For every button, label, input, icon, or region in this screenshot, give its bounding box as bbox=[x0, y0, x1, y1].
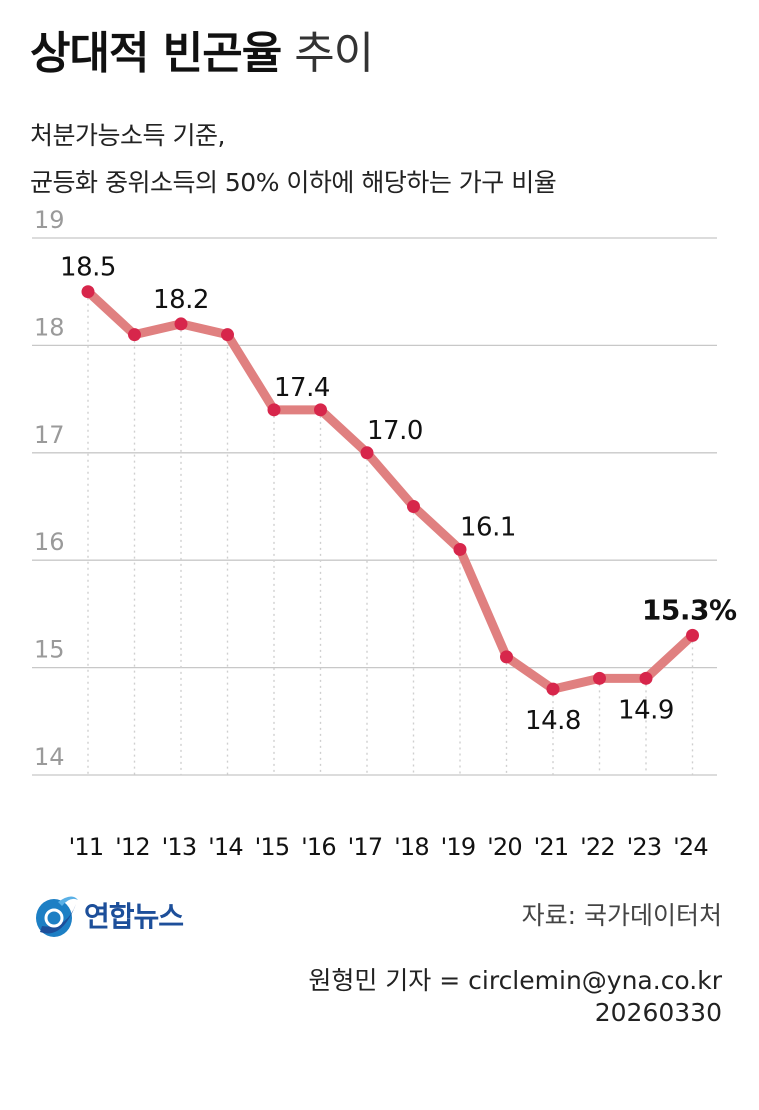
x-tick-label: '12 bbox=[115, 833, 150, 861]
data-point bbox=[128, 328, 141, 342]
data-point bbox=[639, 671, 653, 685]
x-tick-label: '22 bbox=[580, 833, 615, 861]
data-label: 16.1 bbox=[460, 512, 516, 542]
x-tick-label: '13 bbox=[162, 833, 197, 861]
data-point bbox=[360, 446, 374, 460]
data-point bbox=[314, 403, 327, 417]
y-tick-label: 18 bbox=[34, 313, 65, 341]
data-label: 17.4 bbox=[274, 373, 330, 403]
y-tick-label: 16 bbox=[34, 528, 65, 556]
title-light: 추이 bbox=[294, 28, 374, 79]
x-tick-label: '19 bbox=[441, 833, 476, 861]
x-tick-label: '18 bbox=[394, 833, 429, 861]
data-point bbox=[453, 542, 467, 556]
yonhap-logo-icon bbox=[36, 896, 78, 937]
data-label: 18.5 bbox=[60, 253, 116, 283]
line-chart: 14 15 16 17 18 19 18.5 18.2 17.4 17.0 16.1 14.8 14.9… bbox=[32, 206, 737, 861]
x-tick-label: '17 bbox=[348, 833, 383, 861]
data-point bbox=[593, 671, 606, 685]
data-point bbox=[546, 682, 560, 696]
x-tick-label: '20 bbox=[487, 833, 522, 861]
data-point bbox=[81, 285, 95, 299]
y-tick-label: 19 bbox=[34, 206, 65, 234]
subtitle-line-2: 균등화 중위소득의 50% 이하에 해당하는 가구 비율 bbox=[30, 168, 557, 197]
data-label: 14.9 bbox=[618, 695, 674, 725]
data-point bbox=[267, 403, 281, 417]
data-point bbox=[221, 328, 234, 342]
credit: 원형민 기자 = circlemin@yna.co.kr 20260330 bbox=[308, 965, 722, 1029]
x-tick-label: '16 bbox=[301, 833, 336, 861]
data-label: 17.0 bbox=[367, 416, 423, 446]
x-tick-label: '23 bbox=[627, 833, 662, 861]
data-label: 14.8 bbox=[525, 706, 581, 736]
subtitle-line-1: 처분가능소득 기준, bbox=[30, 121, 225, 150]
data-point bbox=[500, 650, 513, 664]
x-tick-label: '11 bbox=[69, 833, 104, 861]
data-point bbox=[407, 500, 420, 513]
y-tick-label: 14 bbox=[34, 743, 65, 771]
reporter-text: 원형민 기자 = circlemin@yna.co.kr bbox=[308, 966, 722, 995]
logo-text: 연합뉴스 bbox=[84, 900, 184, 933]
title-bold: 상대적 빈곤율 bbox=[30, 28, 282, 79]
source-text: 자료: 국가데이터처 bbox=[521, 901, 722, 930]
data-label: 18.2 bbox=[153, 285, 209, 315]
x-tick-label: '24 bbox=[673, 833, 708, 861]
logo: 연합뉴스 bbox=[32, 890, 184, 940]
data-point bbox=[174, 317, 188, 331]
y-tick-label: 17 bbox=[34, 421, 65, 449]
x-tick-label: '15 bbox=[255, 833, 290, 861]
data-point bbox=[686, 628, 699, 642]
subtitle: 처분가능소득 기준, 균등화 중위소득의 50% 이하에 해당하는 가구 비율 bbox=[30, 112, 557, 206]
chart-title: 상대적 빈곤율 추이 bbox=[30, 28, 374, 81]
y-tick-label: 15 bbox=[34, 636, 65, 664]
x-tick-label: '21 bbox=[534, 833, 569, 861]
date-text: 20260330 bbox=[594, 998, 722, 1027]
series-line bbox=[83, 287, 697, 694]
data-label: 15.3% bbox=[642, 593, 737, 626]
x-tick-label: '14 bbox=[208, 833, 243, 861]
